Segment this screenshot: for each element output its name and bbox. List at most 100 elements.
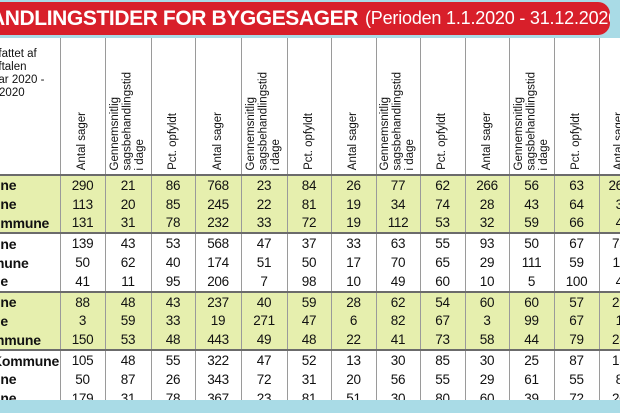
table-cell: 41 [375,330,420,351]
table-cell: 11 [598,253,620,272]
table-cell: 60 [419,271,465,292]
table-cell: 20 [598,388,620,400]
column-header-label: Pct. opfyldt [570,113,583,170]
table-cell: 6 [330,311,376,331]
table-cell: 87 [104,369,151,389]
table-cell: 50 [59,369,105,389]
column-header: Antal sager [59,38,105,175]
table-cell: 271 [240,311,287,331]
table-cell: 50 [59,253,105,272]
table-cell: 49 [375,271,420,292]
table-cell: 78 [150,388,195,400]
table-row: une 290218676823842677622665663261 [0,174,620,195]
table-cell: 26 [150,369,195,389]
table-cell: 95 [150,271,195,292]
table-cell: 10 [330,271,376,292]
column-header: Gennemsnitlig sagsbehandlingstid i dage [240,38,287,175]
table-cell: 70 [375,253,420,272]
municipality-name-text: ne [0,273,8,290]
municipality-name-text: ommune [0,214,50,231]
table-cell: 52 [286,349,331,370]
column-header-label: Antal sager [76,111,89,170]
table-row: une884843237405928625460605729 [0,290,620,312]
table-cell: 5 [508,271,554,292]
table-cell: 30 [464,349,509,370]
table-cell: 29 [598,290,620,312]
table-cell: 21 [104,174,151,195]
table-cell: 59 [104,311,151,331]
table-cell: 54 [419,290,465,312]
table-cell: 75 [598,232,620,254]
table-row: mune5062401745150177065291115911 [0,253,620,272]
municipality-name: ne [0,311,60,331]
municipality-name: une [0,389,60,400]
table-cell: 266 [464,174,509,195]
muni-header-line: nfattet af [0,48,37,60]
table-cell: 50 [508,232,554,254]
page-title: ANDLINGSTIDER FOR BYGGESAGER [0,6,358,30]
column-header: Antal sager [194,38,241,175]
table-cell: 33 [150,311,195,331]
table-cell: 80 [419,388,465,400]
table-cell: 85 [150,194,195,214]
table-cell: 53 [104,330,151,351]
table-cell: 72 [553,388,599,400]
column-header-label: Pct. opfyldt [166,113,179,170]
table-cell: 22 [330,330,376,351]
municipality-name-text: ne [0,312,8,329]
table-cell: 77 [375,174,420,195]
table-cell: 28 [464,194,509,214]
table-cell: 43 [508,194,554,214]
table-cell: 34 [375,194,420,214]
table-cell: 3 [464,311,509,331]
table-cell: 72 [286,213,331,234]
table-cell: 8 [598,369,620,389]
table-cell: 88 [59,290,105,312]
table-cell: 23 [240,388,287,400]
table-cell: 66 [553,213,599,234]
table-cell: 81 [286,194,331,214]
table-cell: 59 [286,290,331,312]
table-cell: 28 [598,330,620,351]
column-header: Pct. opfyldt [553,38,599,175]
table-cell: 55 [419,232,465,254]
table-cell: 63 [553,174,599,195]
municipality-name: mune [0,253,60,272]
muni-header-line: uar 2020 - [0,74,45,86]
column-header: Antal sager [464,38,509,175]
table-cell: 29 [464,253,509,272]
table-cell: 768 [194,174,241,195]
column-header: Antal sager [330,38,376,175]
table-cell: 78 [150,213,195,234]
table-cell: 20 [330,369,376,389]
table-cell: 1 [598,311,620,331]
table-cell: 55 [553,369,599,389]
table-cell: 232 [194,213,241,234]
table-cell: 19 [330,213,376,234]
table-cell: 568 [194,232,241,254]
table-cell: 105 [59,349,105,370]
table-row: une 1394353568473733635593506775 [0,232,620,254]
column-header-label: Gennemsnitlig sagsbehandlingstid i dage [109,71,147,170]
table-cell: 30 [375,388,420,400]
table-cell: 139 [59,232,105,254]
municipality-name-text: une [0,177,17,194]
column-header-label: Pct. opfyldt [436,113,449,170]
municipality-name: une [0,370,60,389]
column-header: Pct. opfyldt [150,38,195,175]
table-row: Kommune1054855322475213308530258715 [0,349,620,370]
column-header-label: Gennemsnitlig sagsbehandlingstid i dage [379,71,417,170]
table-cell: 10 [464,271,509,292]
table-cell: 44 [508,330,554,351]
municipality-name-text: une [0,196,17,213]
column-header: Gennemsnitlig sagsbehandlingstid i dage [375,38,420,175]
table-cell: 206 [194,271,241,292]
municipality-name-text: mune [0,254,29,271]
table-cell: 37 [286,232,331,254]
table-cell: 4 [598,271,620,292]
table-cell: 67 [553,311,599,331]
table-cell: 49 [240,330,287,351]
title-banner: ANDLINGSTIDER FOR BYGGESAGER (Perioden 1… [0,2,610,35]
